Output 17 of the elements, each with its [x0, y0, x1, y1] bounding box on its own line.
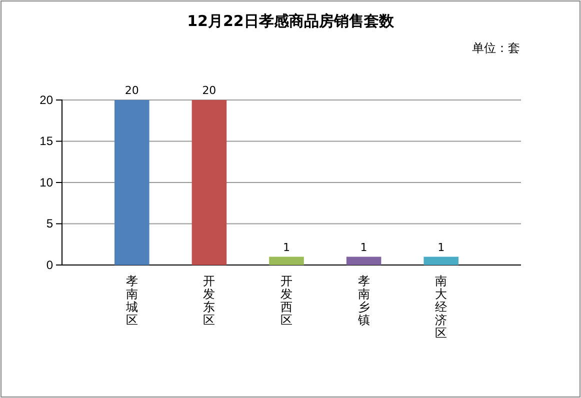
data-label: 1	[438, 240, 445, 254]
text: 单位：套	[472, 41, 520, 55]
y-tick-label: 20	[40, 92, 54, 107]
data-label: 20	[124, 84, 139, 97]
x-tick-label: 开发西区	[280, 274, 292, 327]
y-tick-label: 10	[40, 175, 54, 190]
x-tick-label: 开发东区	[203, 274, 216, 327]
data-label: 1	[283, 240, 290, 254]
x-tick-label: 南大经济区	[435, 274, 448, 340]
data-label: 20	[202, 84, 216, 97]
data-label: 1	[360, 240, 368, 254]
x-tick-label: 孝南乡镇	[356, 274, 370, 327]
y-tick-label: 0	[46, 258, 54, 272]
y-tick-label: 15	[40, 134, 54, 148]
y-tick-label: 5	[46, 216, 54, 231]
chart-title: 12月22日孝感商品房销售套数	[187, 12, 395, 30]
x-tick-label: 孝南城区	[124, 274, 138, 327]
